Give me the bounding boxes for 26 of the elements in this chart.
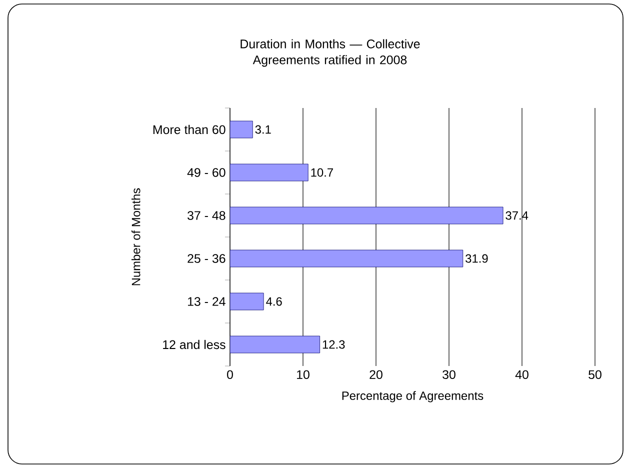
data-label: 12.3 bbox=[322, 340, 345, 349]
x-tick-label: 0 bbox=[227, 370, 233, 380]
bar bbox=[230, 206, 504, 224]
y-tick-label: 25 - 36 bbox=[188, 254, 226, 263]
x-tick-label: 50 bbox=[588, 370, 602, 380]
bar bbox=[230, 336, 320, 354]
chart-title: Duration in Months — Collective Agreements ratified in 2008 bbox=[240, 39, 420, 67]
x-tick-label: 30 bbox=[442, 370, 456, 380]
data-label: 3.1 bbox=[255, 125, 271, 134]
data-label: 4.6 bbox=[266, 297, 282, 306]
y-tick-label: 49 - 60 bbox=[187, 168, 226, 177]
x-tick-label: 40 bbox=[515, 370, 528, 380]
y-tick-label: 12 and less bbox=[163, 340, 226, 350]
y-tick-label: 13 - 24 bbox=[188, 297, 226, 306]
data-label: 31.9 bbox=[466, 254, 488, 263]
bar bbox=[230, 292, 264, 310]
y-tick-label: 37 - 48 bbox=[188, 211, 226, 220]
bar bbox=[230, 164, 308, 182]
x-axis-title: Percentage of Agreements bbox=[342, 391, 484, 402]
bar bbox=[230, 250, 464, 268]
y-axis-title: Number of Months bbox=[131, 188, 140, 286]
x-tick-label: 20 bbox=[370, 370, 382, 380]
data-label: 10.7 bbox=[311, 168, 333, 177]
bar bbox=[230, 120, 253, 138]
y-tick-label: More than 60 bbox=[153, 124, 226, 134]
x-tick-label: 10 bbox=[297, 370, 310, 380]
